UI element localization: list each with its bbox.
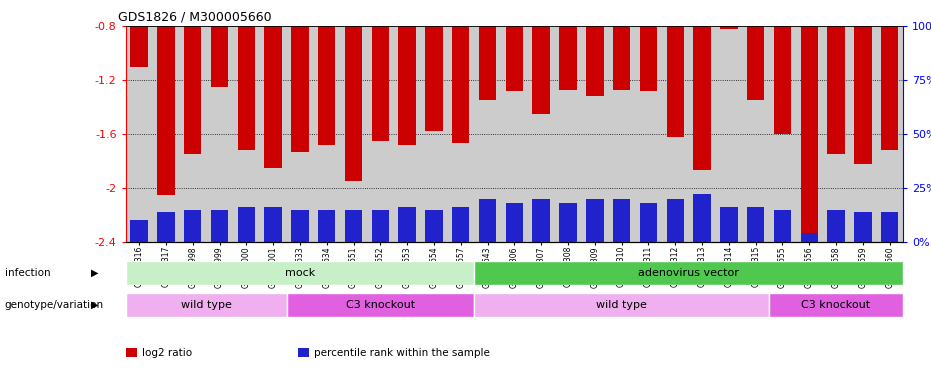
Bar — [506, 26, 523, 91]
Bar — [769, 292, 903, 317]
Bar — [854, 26, 871, 164]
Bar — [881, 211, 898, 242]
Bar — [425, 26, 442, 131]
Bar — [747, 26, 764, 100]
Bar — [452, 26, 469, 144]
Text: ▶: ▶ — [91, 300, 99, 310]
Bar — [264, 26, 282, 168]
Bar — [371, 210, 389, 242]
Bar — [720, 207, 737, 242]
Bar — [533, 26, 550, 114]
Bar — [318, 26, 335, 145]
Text: wild type: wild type — [596, 300, 647, 310]
Bar — [854, 211, 871, 242]
Text: mock: mock — [285, 268, 315, 278]
Bar — [291, 26, 309, 152]
Bar — [398, 207, 416, 242]
Bar — [560, 203, 576, 242]
Bar — [828, 26, 844, 154]
Bar — [126, 292, 287, 317]
Bar — [667, 199, 684, 242]
Bar — [801, 233, 818, 242]
Bar — [479, 199, 496, 242]
Bar — [828, 210, 844, 242]
Bar — [560, 26, 576, 90]
Bar — [130, 220, 148, 242]
Bar — [667, 26, 684, 137]
Bar — [237, 207, 255, 242]
Bar — [506, 203, 523, 242]
Text: wild type: wild type — [181, 300, 232, 310]
Text: ▶: ▶ — [91, 268, 99, 278]
Bar — [371, 26, 389, 141]
Text: GDS1826 / M300005660: GDS1826 / M300005660 — [118, 11, 272, 24]
Bar — [291, 210, 309, 242]
Bar — [720, 26, 737, 29]
Bar — [398, 26, 416, 145]
Bar — [474, 292, 769, 317]
Bar — [774, 210, 791, 242]
Bar — [694, 194, 710, 242]
Text: infection: infection — [5, 268, 50, 278]
Bar — [479, 26, 496, 100]
Text: C3 knockout: C3 knockout — [802, 300, 870, 310]
Text: genotype/variation: genotype/variation — [5, 300, 103, 310]
Bar — [210, 26, 228, 87]
Bar — [184, 26, 201, 154]
Bar — [452, 207, 469, 242]
Bar — [474, 261, 903, 285]
Bar — [425, 210, 442, 242]
Text: log2 ratio: log2 ratio — [142, 348, 192, 357]
Bar — [130, 26, 148, 67]
Bar — [747, 207, 764, 242]
Bar — [881, 26, 898, 150]
Bar — [587, 26, 603, 96]
Bar — [613, 199, 630, 242]
Bar — [694, 26, 710, 171]
Bar — [801, 26, 818, 235]
Text: C3 knockout: C3 knockout — [345, 300, 415, 310]
Bar — [344, 26, 362, 181]
Bar — [237, 26, 255, 150]
Bar — [126, 261, 474, 285]
Bar — [264, 207, 282, 242]
Bar — [344, 210, 362, 242]
Bar — [613, 26, 630, 90]
Text: adenovirus vector: adenovirus vector — [638, 268, 739, 278]
Bar — [157, 26, 175, 195]
Bar — [184, 210, 201, 242]
Bar — [287, 292, 474, 317]
Bar — [318, 210, 335, 242]
Text: percentile rank within the sample: percentile rank within the sample — [314, 348, 490, 357]
Bar — [157, 211, 175, 242]
Bar — [587, 199, 603, 242]
Bar — [640, 26, 657, 91]
Bar — [774, 26, 791, 134]
Bar — [533, 199, 550, 242]
Bar — [640, 203, 657, 242]
Bar — [210, 210, 228, 242]
